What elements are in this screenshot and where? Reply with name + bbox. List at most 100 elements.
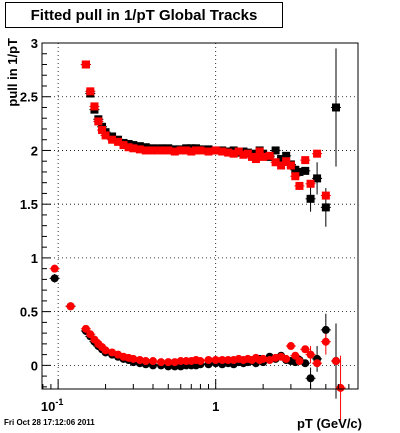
circle-marker xyxy=(295,357,304,366)
square-marker xyxy=(86,87,95,96)
circle-marker xyxy=(135,355,144,364)
square-marker xyxy=(157,146,166,155)
square-marker xyxy=(306,194,315,203)
circle-marker xyxy=(164,358,173,367)
square-marker xyxy=(164,146,173,155)
circle-marker xyxy=(81,324,90,333)
square-marker xyxy=(265,151,274,160)
square-marker xyxy=(277,161,286,170)
square-marker xyxy=(321,203,330,212)
circle-marker xyxy=(321,337,330,346)
square-marker xyxy=(313,174,322,183)
square-marker xyxy=(101,131,110,140)
square-marker xyxy=(291,172,300,181)
circle-marker xyxy=(301,345,310,354)
circle-marker xyxy=(336,383,345,392)
circle-marker xyxy=(306,374,315,383)
square-marker xyxy=(211,146,220,155)
square-marker xyxy=(321,191,330,200)
square-marker xyxy=(277,155,286,164)
square-marker xyxy=(234,147,243,156)
chart-title-box: Fitted pull in 1/pT Global Tracks xyxy=(5,2,283,28)
square-marker xyxy=(295,167,304,176)
square-marker xyxy=(114,137,123,146)
circle-marker xyxy=(157,358,166,367)
circle-marker xyxy=(129,354,138,363)
square-marker xyxy=(229,149,238,158)
circle-marker xyxy=(286,342,295,351)
x-tick-label: 10-1 xyxy=(41,397,63,414)
square-marker xyxy=(243,149,252,158)
circle-marker xyxy=(101,346,110,355)
square-marker xyxy=(196,146,205,155)
square-marker xyxy=(148,146,157,155)
axis-ticks xyxy=(42,42,359,389)
circle-marker xyxy=(218,355,227,364)
y-tick-label: 3 xyxy=(31,36,38,51)
circle-marker xyxy=(331,357,340,366)
x-axis-title: pT (GeV/c) xyxy=(297,416,362,431)
square-marker xyxy=(81,60,90,69)
circle-marker xyxy=(282,354,291,363)
square-marker xyxy=(182,146,191,155)
square-marker xyxy=(291,165,300,174)
square-marker xyxy=(218,147,227,156)
square-marker xyxy=(187,147,196,156)
circle-marker xyxy=(259,354,268,363)
square-marker xyxy=(301,166,310,175)
square-marker xyxy=(271,146,280,155)
circle-marker xyxy=(196,357,205,366)
square-marker xyxy=(204,147,213,156)
circle-marker xyxy=(66,302,75,311)
y-axis-title: pull in 1/pT xyxy=(5,38,20,107)
square-marker xyxy=(224,148,233,157)
square-marker xyxy=(176,146,185,155)
y-tick-label: 1 xyxy=(31,251,38,266)
square-marker xyxy=(271,158,280,167)
square-marker xyxy=(255,147,264,156)
square-marker xyxy=(90,102,99,111)
y-tick-label: 0.5 xyxy=(20,305,38,320)
data-markers xyxy=(50,60,345,392)
square-marker xyxy=(94,117,103,126)
square-marker xyxy=(251,155,260,164)
square-marker xyxy=(286,161,295,170)
circle-marker xyxy=(176,357,185,366)
circle-marker xyxy=(50,264,59,273)
square-marker xyxy=(282,151,291,160)
circle-marker xyxy=(306,350,315,359)
tick-labels: 0 0.5 1 1.5 2 2.5 3 10-1 1 xyxy=(20,36,219,414)
square-marker xyxy=(98,126,107,135)
square-marker xyxy=(170,147,179,156)
square-marker xyxy=(192,146,201,155)
chart-title: Fitted pull in 1/pT Global Tracks xyxy=(30,6,258,24)
circle-marker xyxy=(50,274,59,283)
square-marker xyxy=(108,135,117,144)
circle-marker xyxy=(204,355,213,364)
square-marker xyxy=(259,152,268,161)
square-marker xyxy=(239,150,248,159)
circle-marker xyxy=(148,357,157,366)
square-marker xyxy=(331,103,340,112)
square-marker xyxy=(313,149,322,158)
square-marker xyxy=(141,146,150,155)
square-marker xyxy=(119,141,128,150)
square-marker xyxy=(135,145,144,154)
circle-marker xyxy=(321,325,330,334)
circle-marker xyxy=(313,359,322,368)
square-marker xyxy=(124,143,133,152)
y-tick-label: 1.5 xyxy=(20,197,38,212)
y-tick-label: 2 xyxy=(31,143,38,158)
y-tick-label: 2.5 xyxy=(20,90,38,105)
circle-marker xyxy=(211,355,220,364)
square-marker xyxy=(301,156,310,165)
square-marker xyxy=(282,157,291,166)
circle-marker xyxy=(170,358,179,367)
circle-marker xyxy=(141,357,150,366)
square-marker xyxy=(129,144,138,153)
circle-marker xyxy=(224,355,233,364)
square-marker xyxy=(306,179,315,188)
x-tick-label: 1 xyxy=(212,399,219,414)
square-marker xyxy=(295,181,304,190)
